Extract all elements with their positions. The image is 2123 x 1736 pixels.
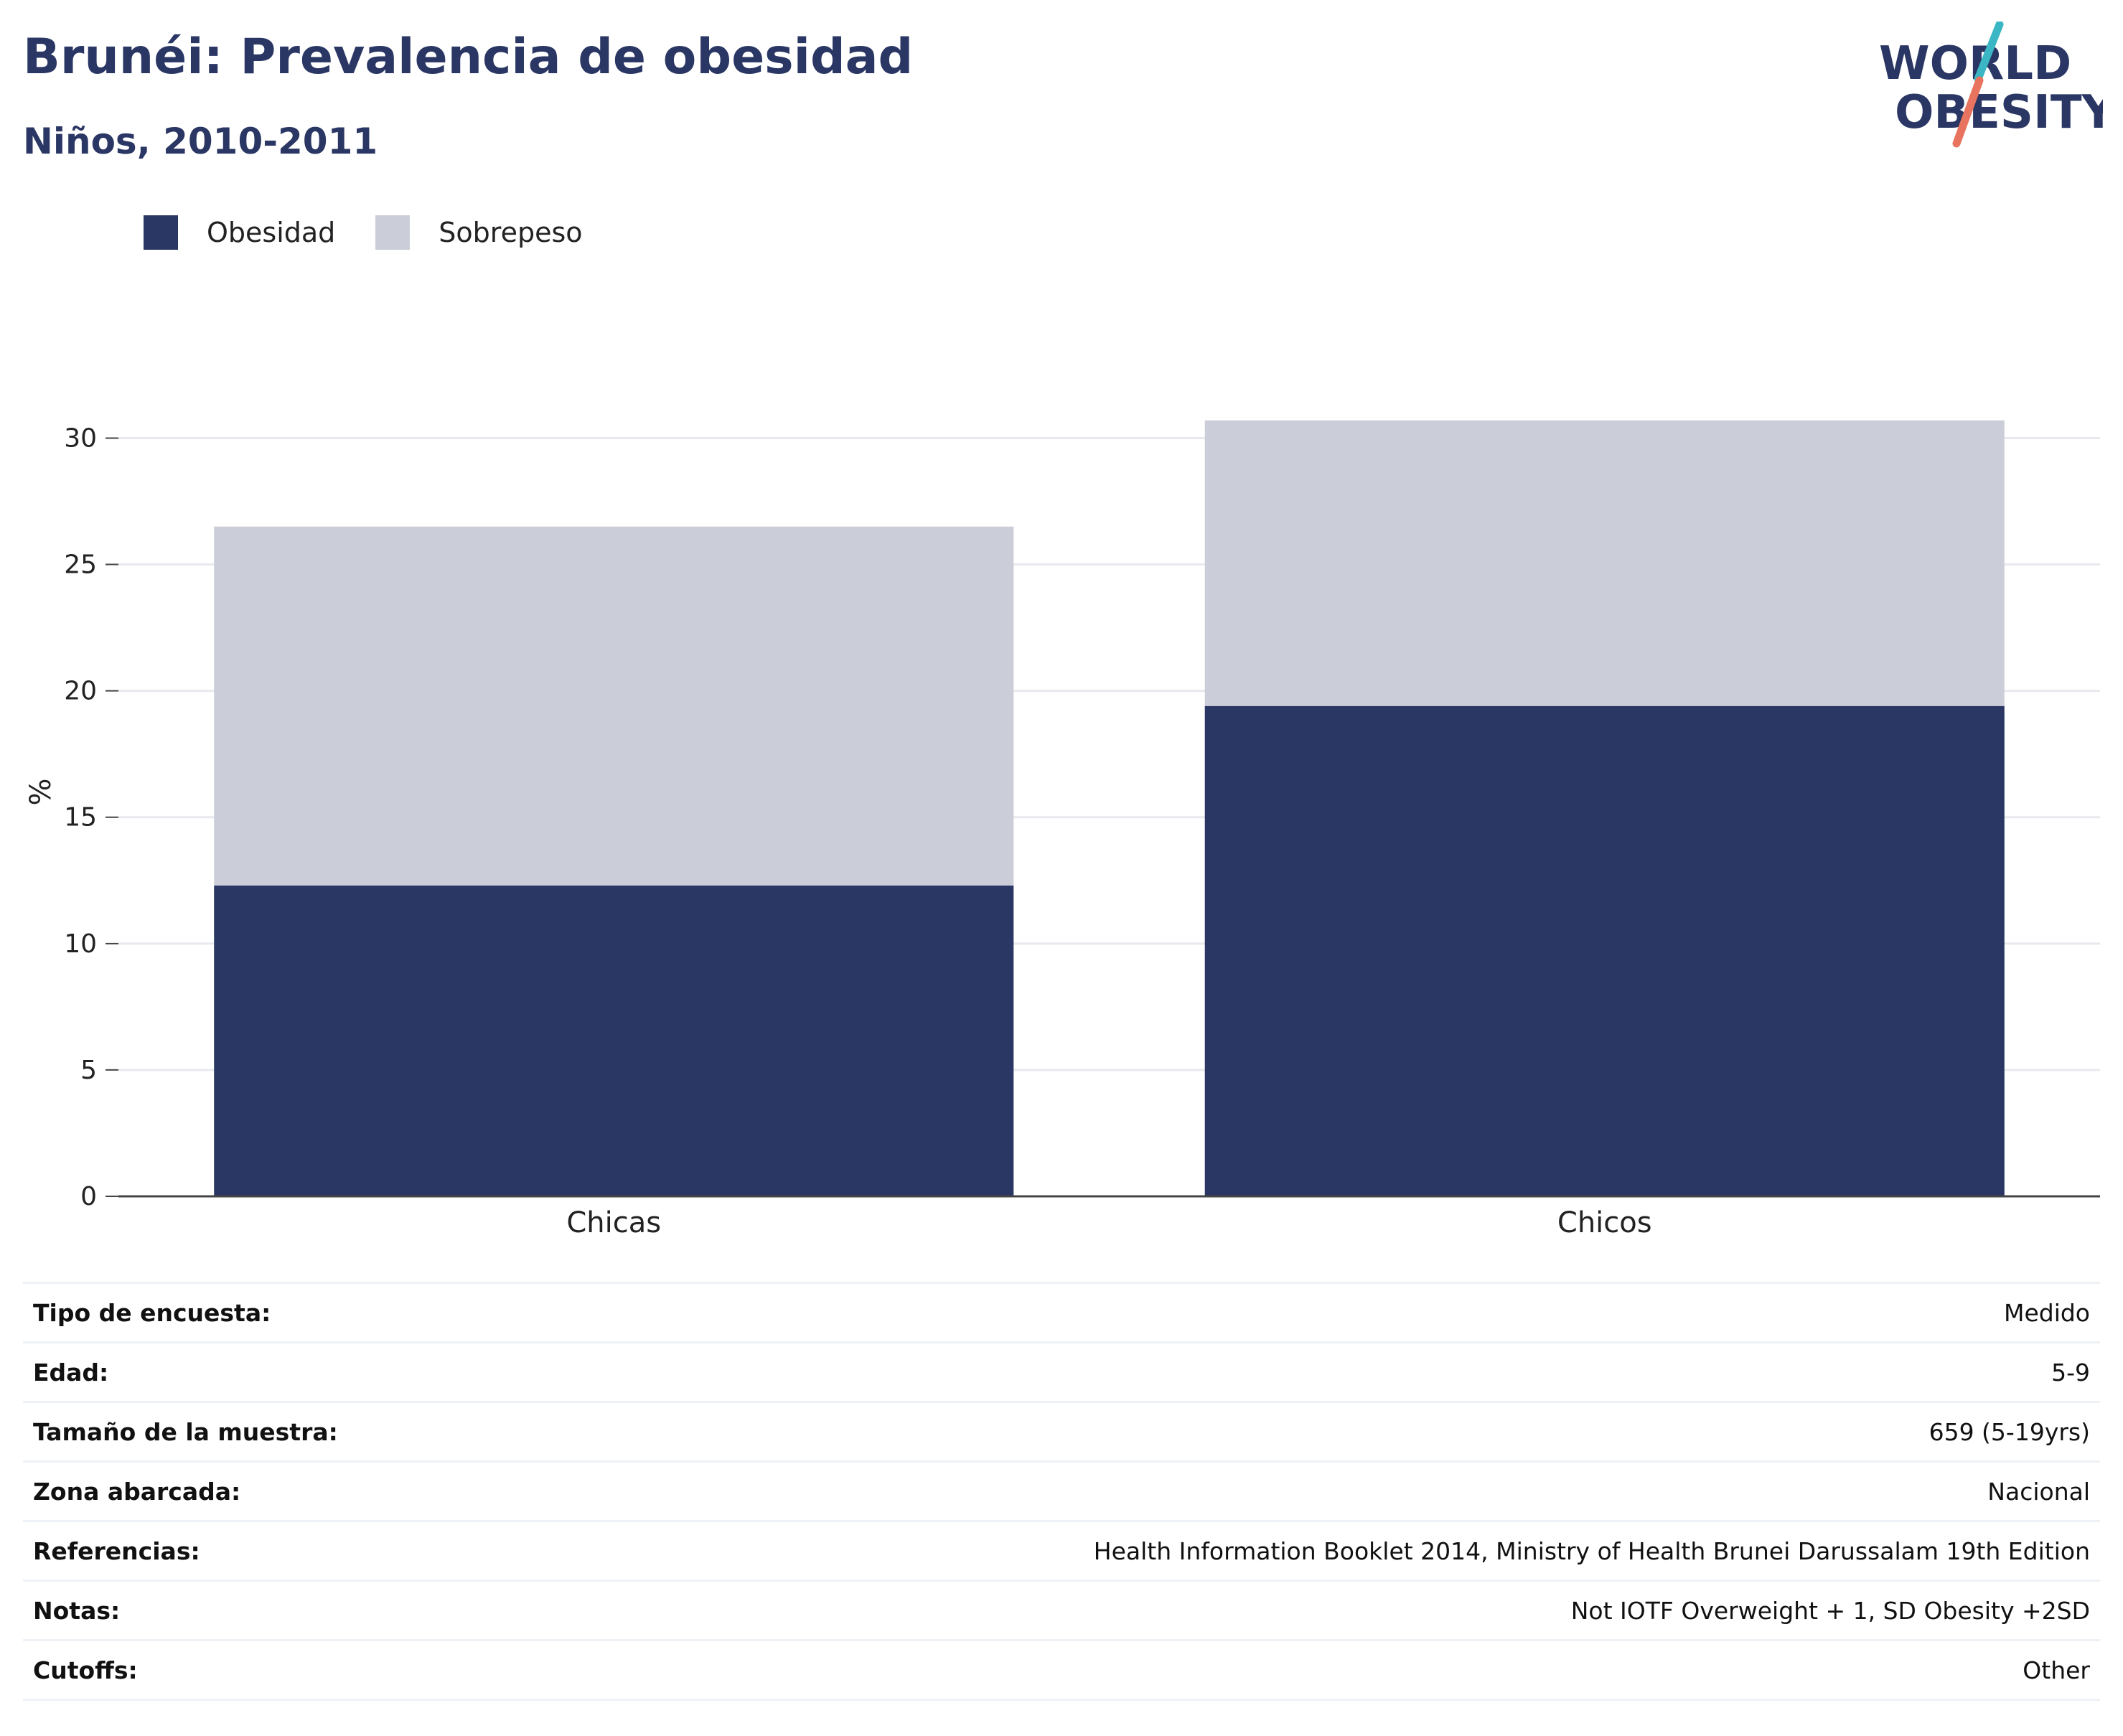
info-label: Cutoffs: bbox=[33, 1656, 138, 1684]
logo-slash-teal bbox=[1974, 22, 2004, 83]
info-value: Other bbox=[2023, 1656, 2090, 1684]
bar-chicos-sobrepeso bbox=[1204, 420, 2005, 706]
y-axis-title: % bbox=[24, 778, 57, 805]
x-tick-label: Chicos bbox=[1557, 1206, 1652, 1239]
info-label: Zona abarcada: bbox=[33, 1477, 241, 1506]
page-title: Brunéi: Prevalencia de obesidad bbox=[23, 29, 914, 85]
world-obesity-logo: WORLD OBESITY bbox=[1879, 22, 2103, 148]
info-label: Tipo de encuesta: bbox=[33, 1298, 271, 1327]
legend-swatch-sobrepeso bbox=[375, 215, 411, 250]
info-row: Tamaño de la muestra: 659 (5-19yrs) bbox=[23, 1403, 2100, 1463]
x-tick-label: Chicas bbox=[566, 1206, 661, 1239]
info-label: Notas: bbox=[33, 1596, 121, 1625]
legend-label-obesidad: Obesidad bbox=[207, 217, 336, 248]
y-tick-label: 15 bbox=[64, 803, 97, 832]
info-row: Cutoffs: Other bbox=[23, 1641, 2100, 1701]
info-row: Zona abarcada: Nacional bbox=[23, 1463, 2100, 1522]
legend-item-sobrepeso[interactable]: Sobrepeso bbox=[375, 215, 583, 250]
bar-chicas-obesidad bbox=[214, 885, 1014, 1196]
info-row: Notas: Not IOTF Overweight + 1, SD Obesit… bbox=[23, 1582, 2100, 1641]
survey-info-table: Tipo de encuesta: Medido Edad: 5-9 Tamaño de… bbox=[23, 1282, 2100, 1701]
y-tick-label: 5 bbox=[80, 1056, 97, 1085]
chart-legend: Obesidad Sobrepeso bbox=[144, 212, 623, 253]
info-label: Edad: bbox=[33, 1358, 109, 1387]
info-value: 659 (5-19yrs) bbox=[1928, 1417, 2090, 1446]
info-value: Nacional bbox=[1987, 1477, 2090, 1506]
page-subtitle: Niños, 2010-2011 bbox=[23, 121, 378, 162]
legend-label-sobrepeso: Sobrepeso bbox=[439, 217, 583, 248]
y-tick-label: 25 bbox=[64, 550, 97, 580]
info-row: Edad: 5-9 bbox=[23, 1343, 2100, 1403]
bar-chicos-obesidad bbox=[1204, 705, 2005, 1196]
legend-swatch-obesidad bbox=[144, 215, 178, 250]
info-label: Referencias: bbox=[33, 1536, 200, 1565]
info-value: Not IOTF Overweight + 1, SD Obesity +2SD bbox=[1570, 1596, 2090, 1625]
info-value: Medido bbox=[2003, 1298, 2090, 1327]
y-tick-label: 0 bbox=[80, 1182, 97, 1211]
y-tick-label: 10 bbox=[64, 929, 97, 959]
info-row: Tipo de encuesta: Medido bbox=[23, 1284, 2100, 1343]
bar-chicas-sobrepeso bbox=[214, 526, 1014, 886]
y-tick-label: 30 bbox=[64, 423, 97, 453]
info-row: Referencias: Health Information Booklet 2… bbox=[23, 1522, 2100, 1582]
stacked-bar-chart: 0 5 10 15 20 25 30% Chicas Chicos bbox=[24, 420, 2100, 1239]
y-tick-label: 20 bbox=[64, 677, 97, 706]
legend-item-obesidad[interactable]: Obesidad bbox=[144, 215, 335, 250]
logo-line-2: OBESITY bbox=[1895, 86, 2103, 139]
logo-slash-coral bbox=[1952, 76, 1984, 148]
info-label: Tamaño de la muestra: bbox=[33, 1417, 338, 1446]
info-value: Health Information Booklet 2014, Ministr… bbox=[1093, 1536, 2090, 1565]
info-value: 5-9 bbox=[2051, 1358, 2090, 1387]
